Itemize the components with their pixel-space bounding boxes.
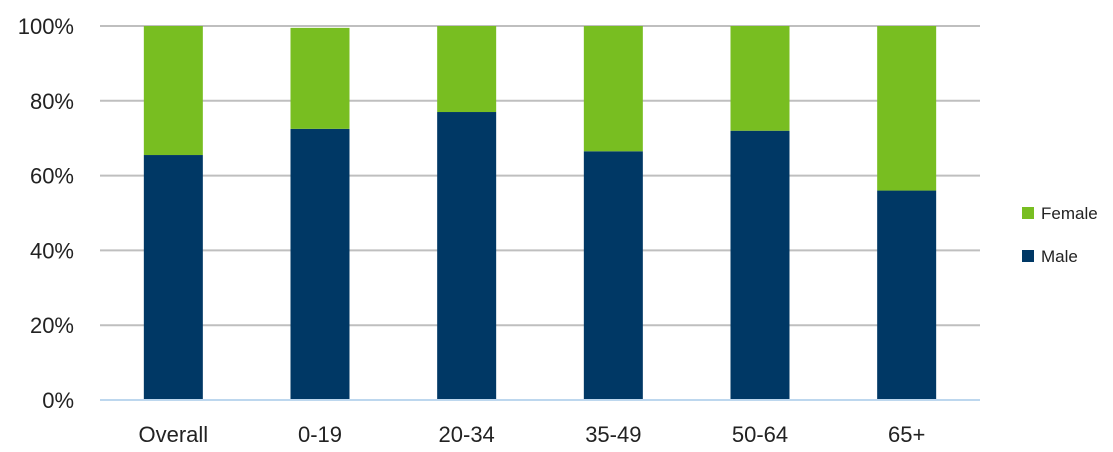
gridlines — [100, 25, 980, 327]
legend-label-male: Male — [1041, 247, 1078, 266]
bar-male — [290, 128, 350, 400]
bar-female — [437, 26, 497, 113]
y-tick-label: 60% — [30, 164, 74, 189]
x-tick-label: 0-19 — [298, 422, 342, 447]
x-tick-label: Overall — [138, 422, 208, 447]
bars — [143, 26, 937, 401]
bar-male — [143, 155, 203, 400]
y-tick-label: 100% — [18, 14, 74, 39]
y-axis: 0% 20% 40% 60% 80% 100% — [18, 14, 74, 413]
bar-male — [877, 190, 937, 400]
y-tick-label: 0% — [42, 388, 74, 413]
bar-female — [877, 26, 937, 191]
bar-male — [437, 112, 497, 401]
x-axis: Overall 0-19 20-34 35-49 50-64 65+ — [100, 399, 980, 447]
legend-label-female: Female — [1041, 204, 1098, 223]
x-tick-label: 35-49 — [585, 422, 641, 447]
bar-female — [583, 26, 643, 152]
legend-swatch-male — [1022, 250, 1034, 262]
y-tick-label: 80% — [30, 89, 74, 114]
y-tick-label: 20% — [30, 313, 74, 338]
bar-male — [730, 130, 790, 400]
x-tick-label: 65+ — [888, 422, 925, 447]
legend-swatch-female — [1022, 207, 1034, 219]
legend: Female Male — [1022, 204, 1098, 266]
x-tick-label: 50-64 — [732, 422, 788, 447]
bar-female — [290, 27, 350, 129]
x-tick-label: 20-34 — [439, 422, 495, 447]
bar-female — [143, 26, 203, 156]
bar-female — [730, 26, 790, 131]
y-tick-label: 40% — [30, 238, 74, 263]
bar-male — [583, 151, 643, 400]
